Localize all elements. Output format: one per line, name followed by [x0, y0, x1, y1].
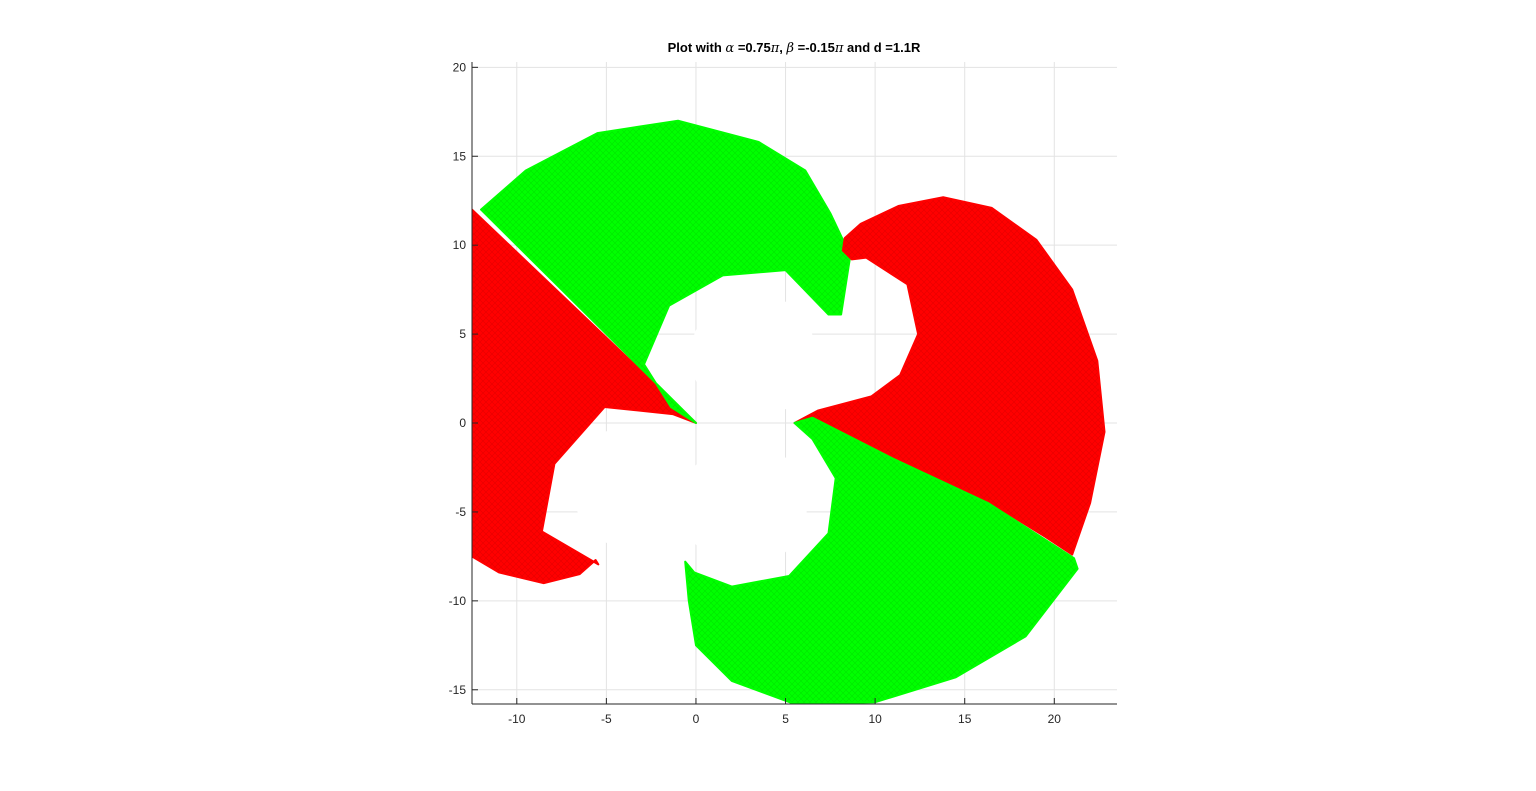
x-tick-label: 20 — [1048, 712, 1062, 726]
axes: -10 -5 0 5 10 15 20 -15 -10 -5 0 5 10 15 20 — [449, 60, 1117, 726]
x-tick-label: 15 — [958, 712, 972, 726]
x-tick-label: -5 — [601, 712, 612, 726]
y-tick-label: 5 — [459, 327, 466, 341]
x-tick-label: -10 — [508, 712, 526, 726]
hole-1 — [690, 292, 817, 419]
beta-value: =-0.15 — [794, 40, 835, 55]
alpha-value: =0.75 — [734, 40, 771, 55]
x-tick-label: 10 — [868, 712, 882, 726]
y-tick-label: 15 — [453, 149, 467, 163]
series-region-1 — [472, 208, 697, 585]
title-separator: , — [779, 40, 786, 55]
pi-symbol-1: π — [770, 41, 780, 56]
beta-symbol: β — [786, 41, 795, 56]
series-region-4 — [684, 416, 1079, 704]
y-tick-label: -15 — [449, 683, 467, 697]
hole-2 — [572, 424, 698, 550]
chart-title: Plot with α =0.75π, β =-0.15π and d =1.1… — [668, 40, 921, 56]
alpha-symbol: α — [725, 41, 734, 56]
hole-3 — [681, 442, 808, 568]
title-suffix: and d =1.1R — [843, 40, 921, 55]
y-tick-label: 0 — [459, 416, 466, 430]
title-prefix: Plot with — [668, 40, 726, 55]
pi-symbol-2: π — [834, 41, 844, 56]
y-tick-label: 20 — [453, 60, 467, 74]
x-tick-label: 5 — [782, 712, 789, 726]
y-tick-label: 10 — [453, 238, 467, 252]
data-layer — [472, 119, 1106, 704]
series-region-3 — [793, 196, 1106, 556]
y-tick-label: -5 — [455, 505, 466, 519]
y-tick-label: -10 — [449, 594, 467, 608]
x-tick-label: 0 — [693, 712, 700, 726]
